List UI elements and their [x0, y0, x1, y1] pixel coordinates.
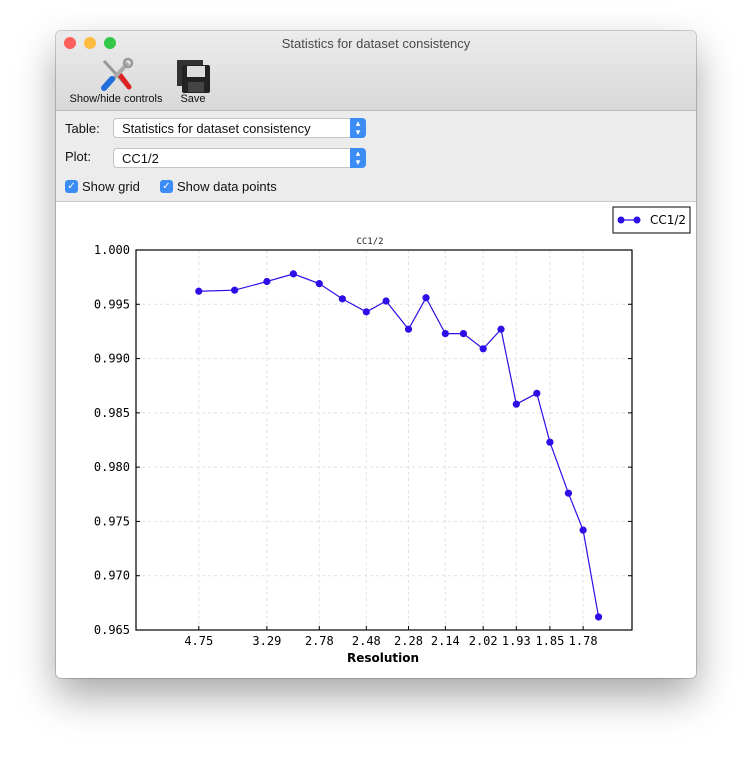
- minimize-button[interactable]: [84, 37, 96, 49]
- checkmark-icon: ✓: [160, 180, 173, 193]
- data-point: [594, 613, 603, 621]
- window: Statistics for dataset consistency Show/…: [56, 31, 696, 678]
- x-tick-label: 2.14: [431, 634, 460, 648]
- y-tick-label: 0.980: [94, 460, 130, 474]
- chart-title: CC1/2: [356, 237, 383, 247]
- window-title: Statistics for dataset consistency: [281, 36, 471, 51]
- chevron-updown-icon: ▴ ▾: [350, 118, 366, 138]
- title-bar: Statistics for dataset consistency Show/…: [56, 31, 696, 111]
- show-data-points-label: Show data points: [177, 179, 277, 194]
- chart: 4.75 3.29 2.78 2.48 2.28 2.14 2.02 1.93 1.85 1.78…: [94, 206, 691, 665]
- data-point: [404, 325, 413, 333]
- axes-frame: [135, 249, 633, 631]
- floppy-disk-icon: [174, 57, 212, 93]
- x-tick-label: 2.48: [352, 634, 381, 648]
- plot-area: 4.75 3.29 2.78 2.48 2.28 2.14 2.02 1.93 1.85 1.78…: [56, 202, 696, 678]
- close-button[interactable]: [64, 37, 76, 49]
- legend-marker: [617, 216, 625, 224]
- legend-label: CC1/2: [650, 213, 686, 227]
- show-grid-label: Show grid: [82, 179, 140, 194]
- x-tick-label: 2.78: [305, 634, 334, 648]
- table-select[interactable]: Statistics for dataset consistency ▴ ▾: [113, 118, 366, 138]
- y-tick-label: 0.970: [94, 569, 130, 583]
- data-point: [497, 325, 505, 333]
- data-point: [338, 295, 346, 303]
- plot-label: Plot:: [65, 149, 92, 164]
- data-point: [422, 294, 430, 302]
- table-select-value: Statistics for dataset consistency: [122, 121, 311, 136]
- x-tick-label: 2.28: [394, 634, 423, 648]
- data-point: [512, 400, 520, 408]
- show-hide-controls-button[interactable]: Show/hide controls: [64, 57, 168, 105]
- y-tick-label: 0.965: [94, 623, 130, 637]
- plot-select-value: CC1/2: [122, 151, 159, 166]
- data-point: [263, 277, 271, 286]
- data-point: [546, 438, 554, 446]
- data-point: [362, 308, 370, 316]
- x-tick-label: 1.85: [535, 634, 564, 648]
- data-point: [195, 287, 203, 295]
- data-point: [579, 526, 587, 534]
- data-point: [289, 270, 298, 278]
- data-point: [459, 330, 468, 338]
- y-tick-label: 0.990: [94, 352, 130, 366]
- data-point: [564, 489, 573, 497]
- data-point: [231, 286, 239, 294]
- data-point: [382, 297, 390, 305]
- x-tick-label: 2.02: [469, 634, 498, 648]
- x-tick-label: 3.29: [252, 634, 281, 648]
- y-tick-label: 0.975: [94, 514, 130, 528]
- data-point: [533, 389, 541, 397]
- tools-icon: [64, 57, 168, 93]
- data-point: [479, 345, 487, 353]
- controls-panel: Table: Statistics for dataset consistenc…: [56, 111, 696, 202]
- x-tick-label: 4.75: [184, 634, 213, 648]
- show-hide-controls-label: Show/hide controls: [69, 93, 163, 105]
- chevron-updown-icon: ▴ ▾: [350, 148, 366, 168]
- save-button[interactable]: Save: [174, 57, 212, 105]
- checkmark-icon: ✓: [65, 180, 78, 193]
- series-line: [198, 273, 600, 618]
- legend-marker: [633, 216, 641, 224]
- y-tick-label: 0.985: [94, 406, 130, 420]
- table-label: Table:: [65, 121, 100, 136]
- zoom-button[interactable]: [104, 37, 116, 49]
- x-tick-label: 1.78: [569, 634, 598, 648]
- y-tick-label: 0.995: [94, 297, 130, 311]
- show-grid-checkbox[interactable]: ✓ Show grid: [65, 179, 140, 194]
- data-point: [441, 330, 449, 338]
- data-point: [315, 280, 323, 288]
- show-data-points-checkbox[interactable]: ✓ Show data points: [160, 179, 277, 194]
- save-label: Save: [180, 93, 206, 105]
- x-axis-label: Resolution: [347, 651, 419, 665]
- legend: CC1/2: [612, 206, 691, 234]
- x-tick-label: 1.93: [502, 634, 531, 648]
- plot-select[interactable]: CC1/2 ▴ ▾: [113, 148, 366, 168]
- y-tick-label: 1.000: [94, 243, 130, 257]
